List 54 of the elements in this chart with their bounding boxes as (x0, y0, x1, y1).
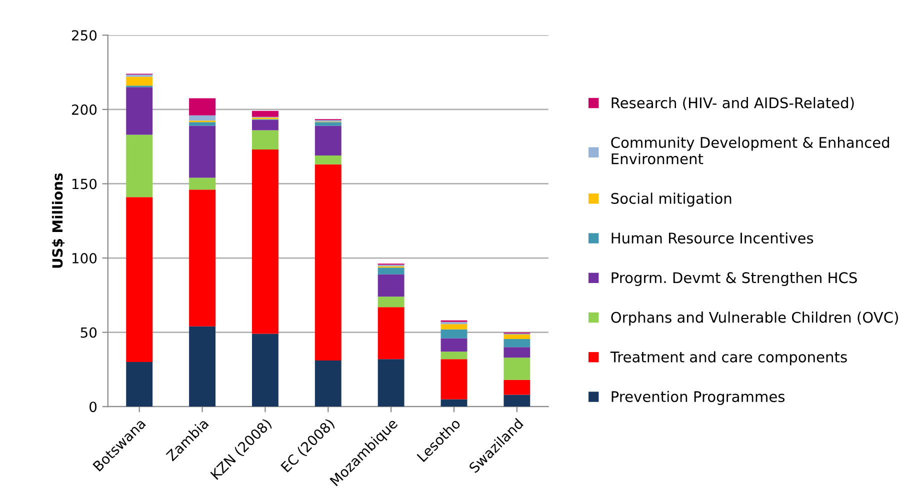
bar (126, 197, 153, 362)
bar (504, 358, 530, 380)
y-tick-label: 200 (72, 104, 97, 115)
bar (126, 362, 153, 407)
bar (126, 76, 153, 86)
bar (252, 334, 278, 407)
bar (314, 122, 342, 126)
bar (189, 122, 216, 126)
legend-label: Research (HIV- and AIDS-Related) (612, 97, 854, 110)
bar (314, 360, 342, 407)
bar (189, 190, 216, 326)
bar (314, 126, 342, 156)
bar (189, 115, 216, 121)
legend-label: Progrm. Devmt & Strengthen HCS (612, 272, 857, 286)
bar (440, 324, 468, 330)
bar (440, 352, 468, 360)
y-axis-title: US$ Millions (52, 173, 65, 268)
bar (440, 399, 468, 407)
bar (378, 359, 404, 407)
y-tick-label: 150 (72, 178, 97, 190)
bar (440, 359, 468, 400)
bar (252, 150, 278, 334)
bar (504, 347, 530, 358)
legend-label: Orphans and Vulnerable Children (OVC) (611, 312, 898, 326)
legend-label: Prevention Programmes (612, 390, 785, 405)
bar (378, 268, 404, 274)
bar (189, 126, 216, 178)
y-tick-label: 250 (72, 30, 97, 41)
legend-label: Social mitigation (611, 192, 732, 207)
bar (189, 178, 216, 190)
bar (440, 338, 468, 352)
bar (504, 394, 530, 407)
bar (504, 339, 530, 348)
bar (189, 98, 216, 116)
bar (504, 334, 530, 340)
bar (252, 110, 278, 117)
bar (378, 296, 404, 308)
legend-label: Community Development & Enhanced Environment (611, 136, 890, 164)
bar (314, 156, 342, 164)
bar (378, 274, 404, 297)
bar (378, 307, 404, 360)
bar (252, 120, 278, 130)
bar (189, 326, 216, 407)
y-tick-label: 50 (80, 327, 97, 338)
bar (440, 329, 468, 338)
bar (504, 380, 530, 395)
bar (126, 134, 153, 198)
legend-label: Human Resource Incentives (612, 232, 814, 244)
legend-label: Treatment and care components (610, 351, 847, 366)
bar (314, 164, 342, 361)
bar (252, 130, 278, 150)
y-tick-label: 0 (90, 402, 97, 412)
bar (126, 87, 153, 135)
y-tick-label: 100 (72, 252, 97, 264)
